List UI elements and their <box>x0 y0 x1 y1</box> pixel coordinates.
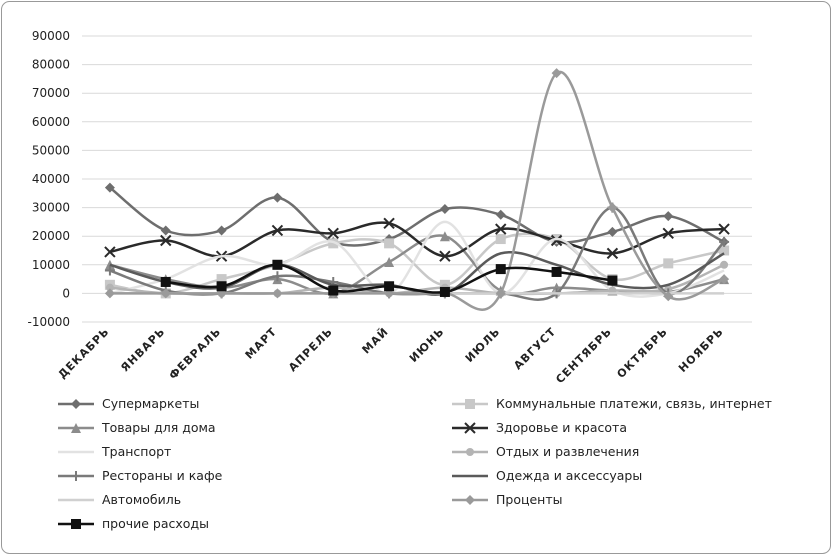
point <box>71 519 81 529</box>
point <box>328 285 339 296</box>
point <box>551 266 562 277</box>
y-tick-label: 40000 <box>32 172 70 186</box>
point <box>104 182 115 193</box>
point <box>272 259 283 270</box>
y-tick-label: 10000 <box>32 258 70 272</box>
legend-label: Рестораны и кафе <box>102 468 223 483</box>
y-tick-label: 80000 <box>32 58 70 72</box>
point <box>384 256 395 267</box>
point <box>551 68 562 79</box>
point <box>607 275 618 286</box>
point <box>719 236 730 247</box>
point <box>383 217 395 230</box>
point <box>328 238 339 249</box>
point <box>439 286 450 297</box>
point <box>160 234 172 247</box>
point <box>160 276 171 287</box>
point <box>607 226 618 237</box>
point <box>550 234 563 247</box>
y-tick-label: 30000 <box>32 201 70 215</box>
point <box>663 258 674 269</box>
point <box>105 283 114 292</box>
legend-label: Автомобиль <box>102 492 181 507</box>
point <box>160 288 171 299</box>
legend-label: Отдых и развлечения <box>496 444 639 459</box>
point <box>104 246 116 258</box>
point <box>465 495 475 505</box>
point <box>719 274 730 285</box>
point <box>495 234 506 245</box>
point <box>464 422 476 434</box>
point <box>663 211 674 222</box>
legend-label: Здоровье и красота <box>496 420 627 435</box>
y-tick-label: 70000 <box>32 86 70 100</box>
legend-label: Коммунальные платежи, связь, интернет <box>496 396 772 411</box>
legend-label: прочие расходы <box>102 516 209 531</box>
point <box>384 281 395 292</box>
y-tick-label: 0 <box>62 286 70 300</box>
point <box>272 192 283 203</box>
y-tick-label: -10000 <box>27 315 70 329</box>
point <box>439 250 451 262</box>
point <box>663 291 674 302</box>
point <box>439 204 450 215</box>
point <box>216 225 227 236</box>
point <box>272 288 283 299</box>
point <box>720 260 729 269</box>
legend-label: Транспорт <box>101 444 171 459</box>
point <box>104 288 115 299</box>
point <box>384 238 395 249</box>
point <box>465 399 475 409</box>
point <box>71 471 81 481</box>
legend-label: Товары для дома <box>101 420 216 435</box>
y-tick-label: 90000 <box>32 29 70 43</box>
point <box>160 225 171 236</box>
point <box>495 264 506 275</box>
point <box>71 423 81 433</box>
point <box>272 271 283 282</box>
point <box>662 227 674 240</box>
point <box>466 448 474 456</box>
point <box>271 224 284 237</box>
point <box>495 209 506 220</box>
point <box>216 274 227 285</box>
y-tick-label: 50000 <box>32 143 70 157</box>
point <box>606 247 619 260</box>
point <box>439 231 450 242</box>
y-tick-label: 60000 <box>32 115 70 129</box>
point <box>104 265 115 276</box>
point <box>719 245 730 256</box>
y-tick-label: 20000 <box>32 229 70 243</box>
point <box>495 288 506 299</box>
point <box>718 223 730 235</box>
point <box>495 223 507 235</box>
legend-label: Одежда и аксессуары <box>496 468 642 483</box>
point <box>327 227 339 240</box>
point <box>607 202 618 213</box>
point <box>216 281 227 292</box>
legend-label: Проценты <box>496 492 563 507</box>
legend-label: Супермаркеты <box>102 396 199 411</box>
point <box>71 399 81 409</box>
series-line <box>109 70 725 311</box>
